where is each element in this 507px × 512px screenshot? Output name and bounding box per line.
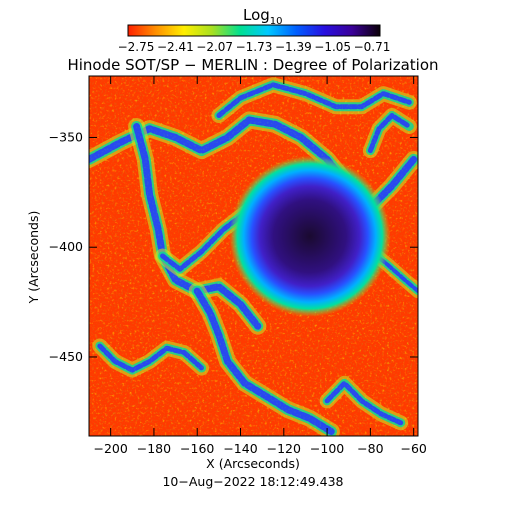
y-axis-label: Y (Arcseconds) bbox=[26, 211, 41, 305]
x-tick-label: −140 bbox=[223, 441, 257, 456]
x-tick-label: −80 bbox=[357, 441, 383, 456]
timestamp: 10−Aug−2022 18:12:49.438 bbox=[162, 474, 343, 489]
sunspot bbox=[229, 155, 391, 317]
y-axis: −350 −400 −450 bbox=[49, 129, 418, 364]
x-tick-label: −120 bbox=[267, 441, 301, 456]
x-axis-label: X (Arcseconds) bbox=[206, 456, 300, 471]
y-tick-label: −400 bbox=[49, 239, 83, 254]
colorbar-tick-label: −2.07 bbox=[196, 40, 233, 54]
colorbar-tick-label: −2.75 bbox=[118, 40, 155, 54]
colorbar-tick-label: −2.41 bbox=[157, 40, 194, 54]
plot-frame bbox=[88, 75, 419, 437]
chart-title: Hinode SOT/SP − MERLIN : Degree of Polar… bbox=[67, 56, 438, 74]
colorbar-tick-label: −1.05 bbox=[314, 40, 351, 54]
colorbar bbox=[127, 24, 381, 37]
colorbar-tick-labels: −2.75 −2.41 −2.07 −1.73 −1.39 −1.05 −0.71 bbox=[118, 40, 391, 54]
colorbar-label: Log10 bbox=[243, 6, 283, 27]
plot-area bbox=[89, 76, 418, 436]
y-tick-label: −450 bbox=[49, 349, 83, 364]
x-tick-label: −160 bbox=[180, 441, 214, 456]
x-axis: −200 −180 −160 −140 −120 −100 −80 −60 bbox=[93, 76, 427, 456]
x-tick-label: −180 bbox=[137, 441, 171, 456]
x-tick-label: −200 bbox=[93, 441, 127, 456]
colorbar-tick-label: −0.71 bbox=[354, 40, 391, 54]
x-tick-label: −100 bbox=[310, 441, 344, 456]
y-tick-label: −350 bbox=[49, 129, 83, 144]
x-tick-label: −60 bbox=[400, 441, 426, 456]
colorbar-tick-label: −1.39 bbox=[275, 40, 312, 54]
colorbar-tick-label: −1.73 bbox=[236, 40, 273, 54]
